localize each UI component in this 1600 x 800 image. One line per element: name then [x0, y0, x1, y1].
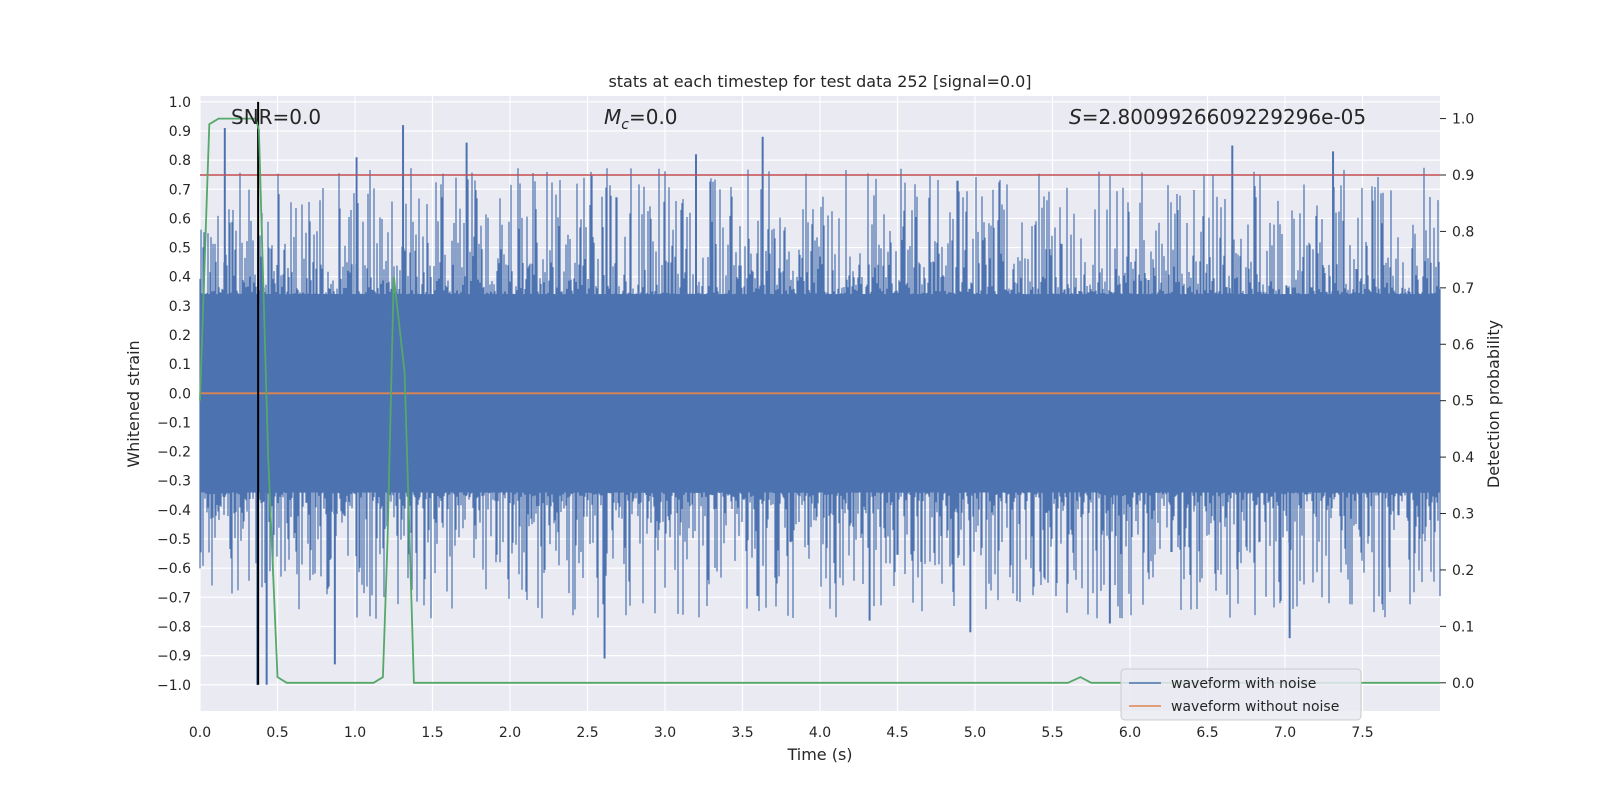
y-tick-label: −0.7 [157, 590, 191, 606]
mc-value: =0.0 [629, 105, 678, 129]
x-tick-label: 3.0 [654, 725, 676, 741]
s-symbol: S [1069, 105, 1082, 129]
y-tick-label: 0.9 [169, 124, 191, 140]
y2-tick-label: 0.8 [1452, 224, 1474, 240]
y2-tick-label: 0.7 [1452, 281, 1474, 297]
mc-symbol: M [604, 105, 621, 129]
y2-tick-label: 0.6 [1452, 337, 1474, 353]
y-tick-label: 0.4 [169, 270, 191, 286]
y-tick-label: −0.8 [157, 619, 191, 635]
y-tick-label: 0.0 [169, 386, 191, 402]
y-tick-label: −0.9 [157, 649, 191, 665]
y2-tick-label: 1.0 [1452, 112, 1474, 128]
legend-label-with-noise: waveform with noise [1171, 676, 1316, 692]
legend: waveform with noise waveform without noi… [1120, 668, 1362, 721]
y-tick-label: −0.1 [157, 415, 191, 431]
y-tick-label: −0.5 [157, 532, 191, 548]
y2-tick-label: 0.9 [1452, 168, 1474, 184]
y-tick-label: −0.2 [157, 445, 191, 461]
x-tick-label: 0.0 [189, 725, 211, 741]
x-tick-label: 2.0 [499, 725, 521, 741]
y2-tick-label: 0.2 [1452, 563, 1474, 579]
x-axis-label: Time (s) [786, 745, 852, 764]
x-tick-label: 5.0 [964, 725, 986, 741]
x-tick-label: 4.0 [809, 725, 831, 741]
x-tick-label: 1.5 [421, 725, 443, 741]
y2-tick-label: 0.3 [1452, 507, 1474, 523]
x-tick-label: 3.5 [731, 725, 753, 741]
x-tick-label: 0.5 [266, 725, 288, 741]
y2-tick-label: 0.4 [1452, 450, 1474, 466]
x-tick-label: 2.5 [576, 725, 598, 741]
x-tick-label: 1.0 [344, 725, 366, 741]
y-tick-label: 1.0 [169, 95, 191, 111]
snr-annotation: SNR=0.0 [231, 105, 321, 129]
x-tick-label: 7.0 [1274, 725, 1296, 741]
y-tick-label: 0.2 [169, 328, 191, 344]
x-tick-label: 6.0 [1119, 725, 1141, 741]
legend-box [1120, 668, 1362, 721]
y-tick-label: 0.6 [169, 211, 191, 227]
legend-label-without-noise: waveform without noise [1171, 699, 1339, 715]
y2-tick-label: 0.0 [1452, 676, 1474, 692]
x-tick-label: 6.5 [1196, 725, 1218, 741]
tick-labels: 0.0 0.5 1.0 1.5 2.0 2.5 3.0 3.5 4.0 4.5 5.0 5.5 6.0 6… [157, 95, 1474, 741]
y-tick-label: 0.7 [169, 182, 191, 198]
y2-tick-label: 0.1 [1452, 619, 1474, 635]
s-value: =2.8009926609229296e-05 [1082, 105, 1366, 129]
y-axis-label: Whitened strain [124, 340, 143, 467]
y2-tick-label: 0.5 [1452, 394, 1474, 410]
chart-title: stats at each timestep for test data 252… [608, 72, 1031, 91]
y-tick-label: 0.3 [169, 299, 191, 315]
y-tick-label: −0.4 [157, 503, 191, 519]
detection-probability-line [199, 117, 1440, 684]
x-tick-label: 5.5 [1041, 725, 1063, 741]
y-tick-label: 0.8 [169, 153, 191, 169]
y-tick-label: −0.6 [157, 561, 191, 577]
y-tick-label: 0.1 [169, 357, 191, 373]
line-series [199, 101, 1440, 685]
y-tick-label: −1.0 [157, 678, 191, 694]
y-tick-label: 0.5 [169, 241, 191, 257]
x-tick-label: 7.5 [1351, 725, 1373, 741]
y2-axis-label: Detection probability [1484, 320, 1503, 488]
mc-annotation: Mc=0.0 [604, 105, 678, 133]
y-tick-label: −0.3 [157, 474, 191, 490]
s-annotation: S=2.8009926609229296e-05 [1069, 105, 1366, 129]
x-tick-label: 4.5 [886, 725, 908, 741]
mc-subscript: c [621, 117, 629, 133]
